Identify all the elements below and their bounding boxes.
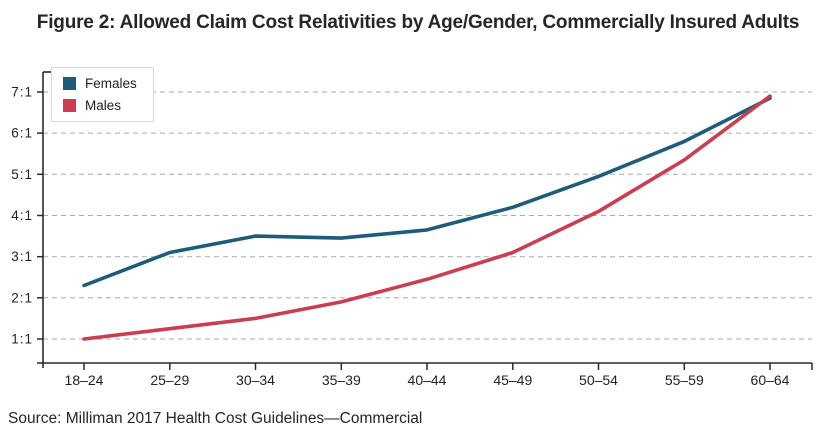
legend-label-females: Females bbox=[85, 76, 137, 91]
legend-item-males: Males bbox=[63, 97, 137, 113]
series-line-females bbox=[82, 96, 772, 288]
females-color-swatch bbox=[63, 77, 76, 91]
axes-layer bbox=[37, 71, 813, 370]
series-line-males bbox=[82, 94, 772, 341]
males-color-swatch bbox=[63, 98, 76, 112]
series-lines-layer bbox=[82, 94, 772, 341]
chart-legend: Females Males bbox=[51, 67, 154, 122]
x-axis-tick-label: 30–34 bbox=[236, 372, 275, 388]
x-axis-tick-label: 25–29 bbox=[150, 372, 189, 388]
x-axis-tick-label: 50–54 bbox=[579, 372, 618, 388]
x-axis-tick-label: 60–64 bbox=[751, 372, 790, 388]
legend-label-males: Males bbox=[85, 97, 122, 113]
legend-item-females: Females bbox=[63, 77, 137, 91]
y-axis-tick-label: 3:1 bbox=[11, 249, 33, 264]
y-axis-tick-label: 7:1 bbox=[11, 85, 33, 100]
y-axis-tick-label: 2:1 bbox=[11, 290, 33, 305]
tick-labels-layer: 7:1 6:1 5:1 4:1 3:1 2:1 1:1 18–24 25–29 30–34 35–3… bbox=[11, 85, 789, 389]
x-axis-tick-label: 40–44 bbox=[408, 372, 447, 388]
y-axis-tick-label: 4:1 bbox=[11, 208, 33, 223]
source-note: Source: Milliman 2017 Health Cost Guidel… bbox=[8, 410, 423, 427]
y-axis-tick-label: 5:1 bbox=[11, 167, 33, 182]
x-axis-tick-label: 45–49 bbox=[493, 372, 532, 388]
x-axis-tick-label: 55–59 bbox=[665, 372, 704, 388]
y-axis-tick-label: 1:1 bbox=[11, 332, 33, 347]
x-axis-tick-label: 35–39 bbox=[322, 372, 361, 388]
gridlines-layer bbox=[43, 91, 812, 340]
x-axis-tick-label: 18–24 bbox=[65, 372, 104, 388]
y-axis-tick-label: 6:1 bbox=[11, 126, 33, 141]
figure-title: Figure 2: Allowed Claim Cost Relativitie… bbox=[36, 12, 800, 33]
